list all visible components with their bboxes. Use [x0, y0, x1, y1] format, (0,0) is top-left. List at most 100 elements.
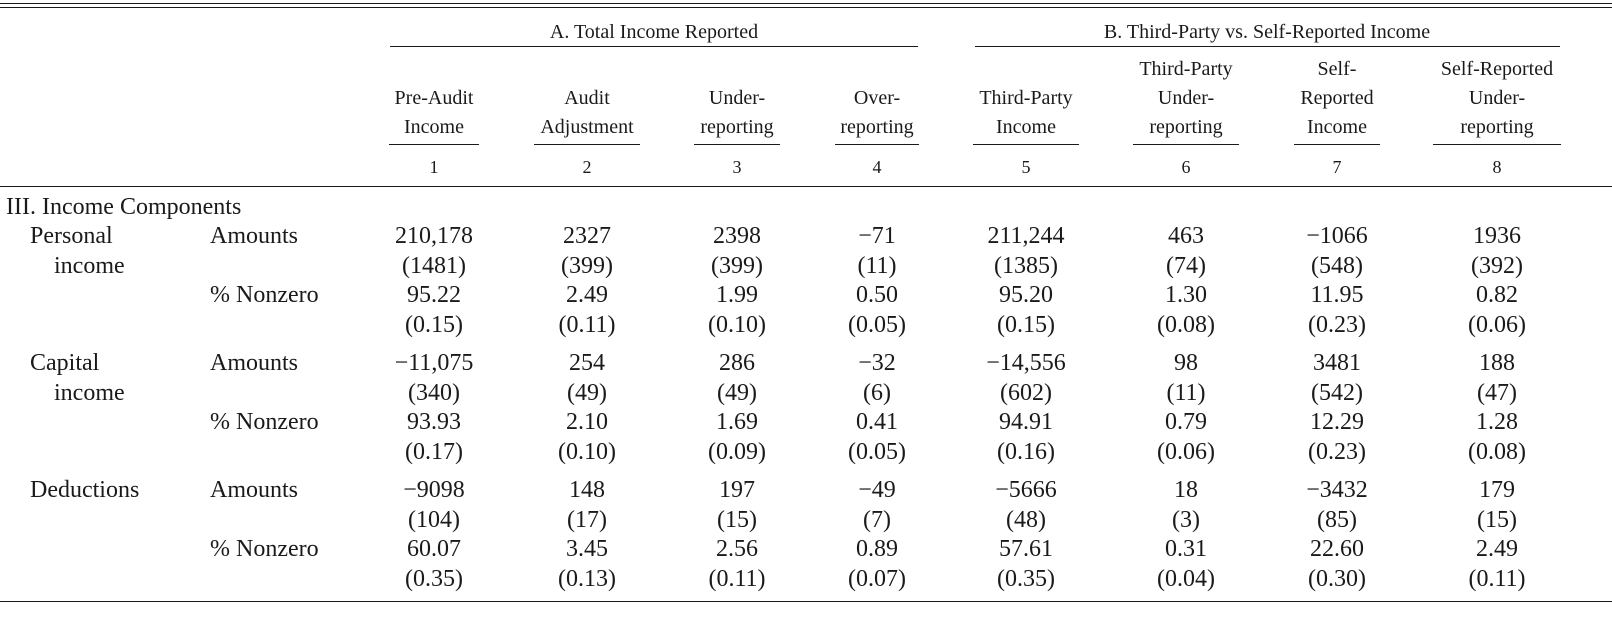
table-cell: 1.99 — [716, 282, 758, 309]
table-cell: 254 — [569, 350, 605, 376]
table-cell: 22.60 — [1310, 536, 1364, 563]
column-header-line: Third-Party — [1139, 58, 1233, 80]
table-cell: (0.05) — [848, 438, 906, 465]
table-cell: (104) — [408, 506, 460, 533]
table-cell: 98 — [1174, 350, 1198, 376]
column-number-3: 3 — [732, 157, 742, 177]
table-cell: 0.79 — [1165, 409, 1207, 436]
table-cell: −49 — [858, 477, 896, 503]
table-cell: (340) — [408, 379, 460, 406]
row-group-label: Personal — [30, 223, 113, 249]
column-number-5: 5 — [1021, 157, 1031, 177]
top-rule-inner — [0, 7, 1612, 8]
table-cell: (0.09) — [708, 438, 766, 465]
column-header-underline — [694, 144, 780, 145]
table-cell: 1936 — [1473, 223, 1521, 249]
table-cell: (0.04) — [1157, 565, 1215, 592]
table-cell: −14,556 — [986, 350, 1066, 376]
table-cell: (399) — [561, 252, 613, 279]
row-group-label: income — [54, 379, 125, 406]
table-cell: 188 — [1479, 350, 1515, 376]
column-header-underline — [1133, 144, 1239, 145]
group-header-b: B. Third-Party vs. Self-Reported Income — [1103, 21, 1431, 43]
table-cell: 210,178 — [395, 223, 473, 249]
table-cell: 11.95 — [1310, 282, 1364, 309]
bottom-rule — [0, 601, 1612, 602]
table-cell: (0.15) — [997, 311, 1055, 338]
column-header-line: Reported — [1300, 87, 1374, 109]
table-cell: (0.15) — [405, 311, 463, 338]
table-cell: 286 — [719, 350, 755, 376]
row-label: % Nonzero — [210, 282, 319, 309]
table-cell: 3481 — [1313, 350, 1361, 376]
table-cell: (0.11) — [558, 311, 616, 338]
row-group-label: income — [54, 252, 125, 279]
table-cell: (0.13) — [558, 565, 616, 592]
column-header-3: Under-reporting — [700, 84, 773, 142]
table-cell: −71 — [858, 223, 896, 249]
column-header-underline — [973, 144, 1079, 145]
table-cell: 57.61 — [999, 536, 1053, 563]
column-header-underline — [1433, 144, 1561, 145]
column-header-line: Income — [404, 116, 464, 138]
table-cell: (15) — [1477, 506, 1517, 533]
table-cell: 2.49 — [566, 282, 608, 309]
table-cell: 463 — [1168, 223, 1204, 249]
row-label: Amounts — [210, 223, 299, 249]
column-header-underline — [389, 144, 479, 145]
table-cell: 1.69 — [716, 409, 758, 436]
table-cell: (542) — [1311, 379, 1363, 406]
table-cell: 0.41 — [856, 409, 898, 436]
column-header-1: Pre-Audit Income — [395, 84, 474, 142]
table-cell: (85) — [1317, 506, 1357, 533]
column-header-line: Audit — [564, 87, 610, 109]
column-number-7: 7 — [1332, 157, 1342, 177]
row-label: % Nonzero — [210, 536, 319, 563]
table-cell: (15) — [717, 506, 757, 533]
table-cell: 2327 — [563, 223, 611, 249]
column-number-8: 8 — [1492, 157, 1502, 177]
table-cell: 18 — [1174, 477, 1198, 503]
table-cell: (0.10) — [708, 311, 766, 338]
column-header-line: reporting — [1149, 116, 1223, 138]
column-header-line: Income — [1307, 116, 1367, 138]
table-cell: (48) — [1006, 506, 1046, 533]
table-cell: 1.28 — [1476, 409, 1518, 436]
row-label: Amounts — [210, 350, 299, 376]
group-header-a: A. Total Income Reported — [549, 21, 759, 43]
table-cell: 0.31 — [1165, 536, 1207, 563]
group-a-underline — [390, 46, 918, 47]
table-cell: −11,075 — [394, 350, 474, 376]
table-cell: (0.16) — [997, 438, 1055, 465]
row-label: % Nonzero — [210, 409, 319, 436]
table-cell: 2.56 — [716, 536, 758, 563]
table-cell: (0.05) — [848, 311, 906, 338]
column-header-line: Under- — [1468, 87, 1526, 109]
table-cell: 93.93 — [407, 409, 461, 436]
table-cell: 179 — [1479, 477, 1515, 503]
table-cell: (0.08) — [1468, 438, 1526, 465]
table-cell: (0.06) — [1468, 311, 1526, 338]
table-cell: (0.23) — [1308, 438, 1366, 465]
table-cell: (3) — [1172, 506, 1200, 533]
table-cell: (0.10) — [558, 438, 616, 465]
column-header-line: reporting — [1460, 116, 1534, 138]
table-cell: (6) — [863, 379, 891, 406]
table-cell: (17) — [567, 506, 607, 533]
table-cell: 12.29 — [1310, 409, 1364, 436]
table-cell: 0.82 — [1476, 282, 1518, 309]
table-cell: (602) — [1000, 379, 1052, 406]
table-cell: 3.45 — [566, 536, 608, 563]
table-cell: 0.89 — [856, 536, 898, 563]
table-cell: (0.06) — [1157, 438, 1215, 465]
column-number-4: 4 — [872, 157, 882, 177]
table-cell: (0.35) — [405, 565, 463, 592]
column-header-line: Under- — [708, 87, 766, 109]
column-header-underline — [1294, 144, 1380, 145]
column-header-line: Self-Reported — [1440, 58, 1554, 80]
column-header-6: Third-Party Under-reporting — [1139, 55, 1232, 142]
table-cell: (11) — [857, 252, 897, 279]
table-cell: (0.35) — [997, 565, 1055, 592]
group-b-underline — [975, 46, 1560, 47]
